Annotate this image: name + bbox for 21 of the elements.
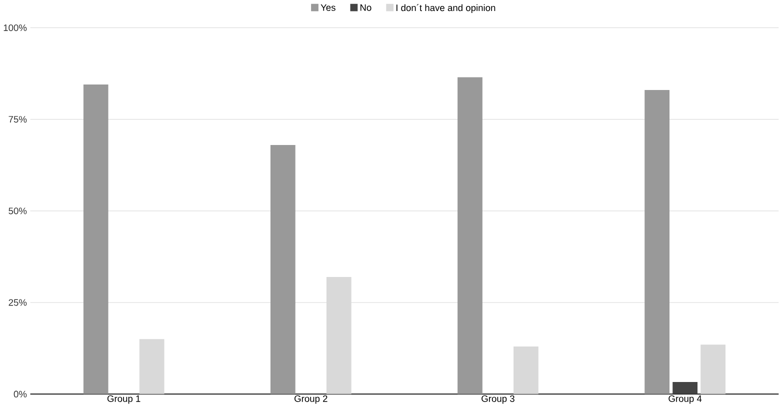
legend-label: No bbox=[360, 4, 372, 11]
bar bbox=[514, 346, 538, 394]
legend-label: I don´t have and opinion bbox=[396, 4, 496, 13]
y-tick-label: 75% bbox=[8, 116, 27, 123]
bar bbox=[644, 90, 670, 394]
y-tick-label: 100% bbox=[4, 24, 27, 32]
bar bbox=[139, 339, 164, 394]
legend-label: Yes bbox=[320, 4, 336, 11]
bar bbox=[672, 382, 698, 394]
bar bbox=[700, 344, 726, 394]
y-tick-label: 50% bbox=[8, 208, 27, 214]
y-tick-label: 0% bbox=[14, 390, 27, 398]
bar bbox=[458, 77, 482, 394]
x-tick-label: Group 3 bbox=[482, 395, 514, 404]
y-tick-label: 25% bbox=[8, 299, 27, 306]
x-tick-label: Group 4 bbox=[668, 395, 702, 404]
bar bbox=[326, 276, 352, 394]
bar bbox=[83, 84, 108, 394]
bar bbox=[270, 145, 296, 394]
x-tick-label: Group 2 bbox=[294, 395, 328, 404]
x-tick-label: Group 1 bbox=[107, 395, 140, 404]
